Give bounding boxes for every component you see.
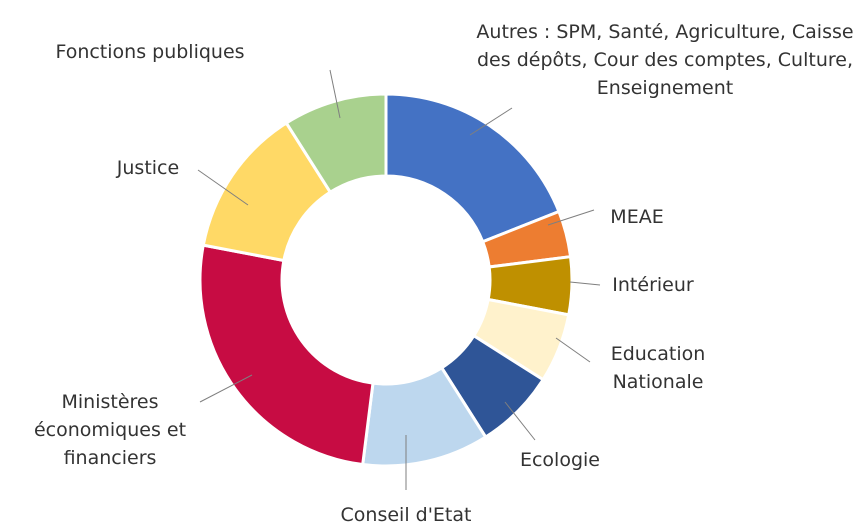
leader-line xyxy=(197,169,249,206)
donut-segment xyxy=(384,92,561,244)
donut-segment xyxy=(284,92,388,195)
category-label: Justice xyxy=(116,157,180,179)
category-label: Conseil d'Etat xyxy=(340,504,472,526)
leader-line xyxy=(199,374,253,403)
donut-segment xyxy=(198,243,375,467)
category-label: Autres : SPM, Santé, Agriculture, Caisse… xyxy=(476,21,854,99)
leader-line xyxy=(504,401,536,441)
category-label: MEAE xyxy=(610,206,664,228)
category-label: Ministères économiques et financiers xyxy=(33,391,187,469)
leader-line xyxy=(329,69,341,119)
category-label: Ecologie xyxy=(519,449,600,471)
leader-line xyxy=(555,337,591,363)
category-label: Education Nationale xyxy=(610,343,706,393)
leader-line xyxy=(469,107,513,136)
category-label: Fonctions publiques xyxy=(55,41,245,63)
category-label: Intérieur xyxy=(612,274,694,296)
leader-line xyxy=(547,209,595,226)
leader-line xyxy=(569,281,601,286)
